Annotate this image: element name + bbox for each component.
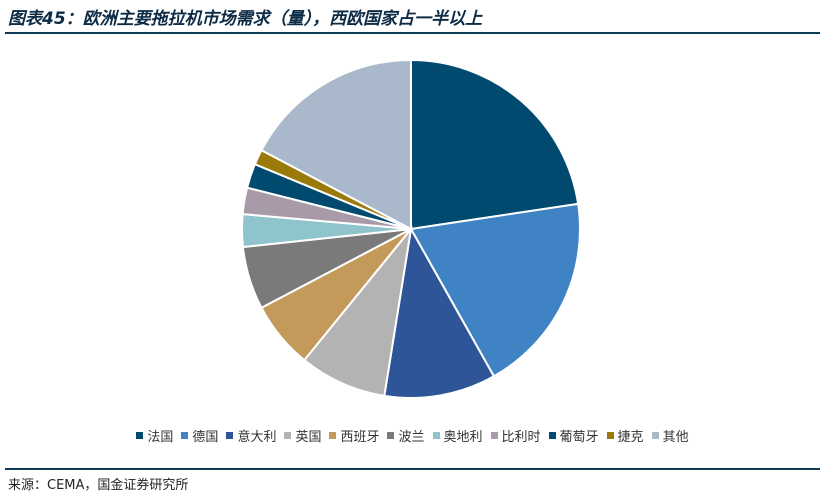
pie-chart — [241, 58, 581, 399]
legend-item-3: 英国 — [284, 426, 321, 445]
legend-item-8: 葡萄牙 — [548, 426, 599, 445]
footer-divider — [5, 468, 820, 470]
legend-swatch — [387, 432, 395, 439]
legend-item-2: 意大利 — [226, 426, 276, 445]
legend-label: 比利时 — [501, 430, 541, 445]
legend-swatch — [329, 432, 337, 439]
pie-slice-3 — [302, 225, 413, 398]
legend-label: 葡萄牙 — [559, 430, 599, 445]
pie-slice-10 — [260, 58, 412, 231]
legend-item-6: 奥地利 — [432, 426, 483, 445]
pie-slice-2 — [383, 226, 496, 399]
legend-swatch — [548, 432, 556, 439]
legend-label: 德国 — [192, 430, 219, 445]
legend-label: 西班牙 — [340, 430, 380, 445]
legend-item-1: 德国 — [181, 426, 218, 445]
legend-swatch — [284, 432, 292, 439]
legend-swatch — [136, 432, 144, 439]
legend-swatch — [606, 432, 614, 439]
legend-item-7: 比利时 — [490, 426, 541, 445]
legend-item-0: 法国 — [136, 426, 173, 445]
pie-slice-1 — [409, 202, 581, 378]
legend-label: 意大利 — [237, 430, 277, 445]
legend-swatch — [226, 432, 234, 439]
legend-label: 其他 — [662, 430, 689, 445]
legend-label: 捷克 — [617, 430, 644, 445]
legend-swatch — [432, 432, 440, 439]
legend-swatch — [490, 432, 498, 439]
legend-label: 波兰 — [398, 430, 425, 445]
legend-item-4: 西班牙 — [329, 426, 379, 445]
legend-label: 英国 — [295, 430, 322, 445]
pie-slice-0 — [410, 58, 580, 231]
chart-legend: 法国 德国 意大利 英国 西班牙 波兰 奥地利 比利时 葡萄牙 捷克 其他 — [0, 426, 825, 445]
legend-item-9: 捷克 — [606, 426, 644, 445]
source-note: 来源：CEMA，国金证券研究所 — [8, 478, 189, 493]
title-divider — [5, 32, 820, 34]
page-title: 图表45：欧洲主要拖拉机市场需求（量），西欧国家占一半以上 — [8, 9, 483, 29]
legend-swatch — [651, 432, 659, 439]
legend-item-5: 波兰 — [387, 426, 425, 445]
legend-label: 奥地利 — [443, 430, 483, 445]
legend-swatch — [181, 432, 189, 439]
legend-label: 法国 — [147, 430, 174, 445]
legend-item-10: 其他 — [651, 426, 689, 445]
